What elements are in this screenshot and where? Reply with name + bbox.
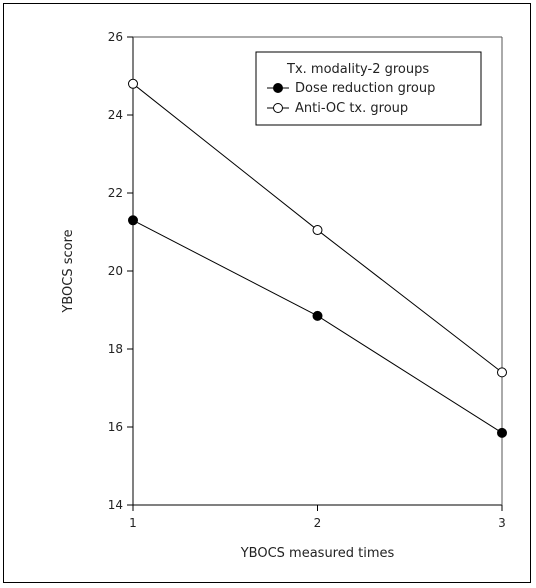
data-point — [497, 427, 507, 438]
legend-entries: Dose reduction group Anti-OC tx. group — [267, 81, 435, 116]
legend-title: Tx. modality-2 groups — [286, 62, 429, 77]
legend-label: Dose reduction group — [295, 81, 435, 96]
x-tick-label: 2 — [314, 516, 322, 530]
x-tick-label: 1 — [129, 516, 137, 530]
data-point — [497, 367, 507, 378]
legend-label: Anti-OC tx. group — [295, 101, 408, 116]
data-point — [312, 225, 323, 236]
data-point — [312, 310, 323, 321]
x-axis-label: YBOCS measured times — [240, 546, 395, 561]
filled-circle-icon — [273, 83, 283, 93]
y-tick-label: 22 — [108, 186, 123, 200]
data-point — [128, 78, 138, 89]
x-tick-label: 3 — [498, 516, 506, 530]
y-axis-label: YBOCS score — [61, 229, 76, 313]
series-1 — [128, 215, 507, 438]
data-point — [128, 215, 138, 226]
y-tick-label: 14 — [108, 498, 123, 512]
series-2 — [128, 78, 507, 378]
legend-box — [255, 51, 482, 126]
legend-entry-1: Dose reduction group — [267, 81, 435, 96]
legend: Tx. modality-2 groups Dose reduction gro… — [255, 51, 482, 126]
y-ticks: 14 16 18 20 22 24 26 — [108, 30, 133, 512]
y-tick-label: 16 — [108, 420, 123, 434]
series-line — [132, 219, 503, 434]
open-circle-icon — [273, 103, 283, 113]
y-tick-label: 20 — [108, 264, 123, 278]
series-layer — [128, 78, 507, 438]
y-tick-label: 24 — [108, 108, 123, 122]
y-tick-label: 26 — [108, 30, 123, 44]
y-tick-label: 18 — [108, 342, 123, 356]
x-ticks: 1 2 3 — [129, 505, 506, 530]
legend-entry-2: Anti-OC tx. group — [267, 101, 408, 116]
